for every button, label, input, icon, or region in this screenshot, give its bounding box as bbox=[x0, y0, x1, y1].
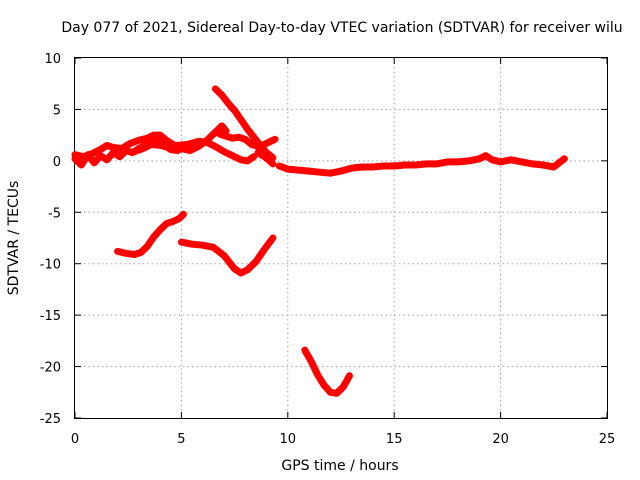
y-tick-label: 10 bbox=[44, 52, 61, 67]
series-line-arc-9 bbox=[177, 234, 277, 277]
x-tick-label: 20 bbox=[492, 432, 509, 447]
x-tick-label: 25 bbox=[599, 432, 616, 447]
x-tick-label: 0 bbox=[71, 432, 79, 447]
y-tick-label: -20 bbox=[40, 361, 61, 376]
y-tick-label: -25 bbox=[40, 412, 61, 427]
series-line-arc-8 bbox=[114, 210, 187, 258]
x-tick-label: 10 bbox=[280, 432, 297, 447]
plot-frame bbox=[74, 57, 608, 419]
y-tick-label: 5 bbox=[53, 103, 61, 118]
y-axis-label: SDTVAR / TECUs bbox=[6, 181, 22, 296]
series-line-arc-3 bbox=[131, 137, 258, 165]
series-group bbox=[71, 85, 568, 397]
x-ticks-group: 0 5 10 15 20 25 bbox=[71, 58, 615, 447]
y-tick-label: -5 bbox=[48, 206, 61, 221]
chart-title: Day 077 of 2021, Sidereal Day-to-day VTE… bbox=[61, 20, 622, 36]
x-tick-label: 15 bbox=[386, 432, 403, 447]
y-tick-label: -10 bbox=[40, 258, 61, 273]
x-axis-label: GPS time / hours bbox=[281, 458, 398, 474]
series-line-arc-7 bbox=[275, 152, 568, 177]
y-tick-label: 0 bbox=[53, 155, 61, 170]
y-ticks-group: -25 -20 -15 -10 -5 0 5 10 bbox=[40, 52, 607, 427]
y-tick-label: -15 bbox=[40, 309, 61, 324]
x-tick-label: 5 bbox=[177, 432, 185, 447]
series-line-arc-4 bbox=[211, 85, 277, 162]
series-line-arc-10 bbox=[301, 346, 353, 397]
series-line-arc-5 bbox=[216, 130, 279, 150]
series-line-arc-6 bbox=[254, 149, 277, 168]
grid-group bbox=[75, 58, 607, 418]
